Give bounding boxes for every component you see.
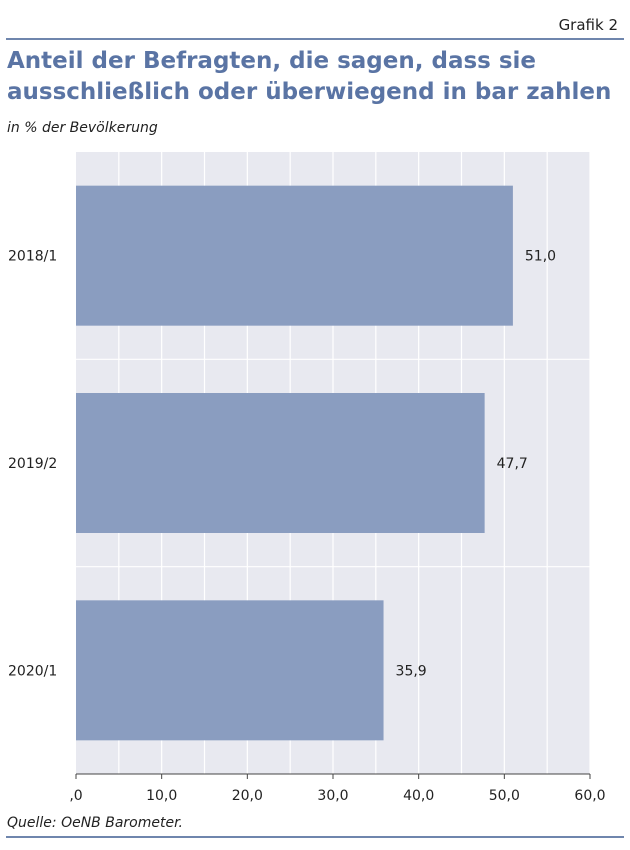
chart-subtitle: in % der Bevölkerung — [7, 120, 158, 136]
x-tick-label: ,0 — [69, 788, 82, 804]
x-tick-label: 30,0 — [317, 788, 348, 804]
x-tick-label: 40,0 — [403, 788, 434, 804]
x-tick-label: 10,0 — [146, 788, 177, 804]
category-label: 2020/1 — [8, 663, 57, 679]
bar-2020-1 — [76, 600, 384, 741]
value-label: 35,9 — [396, 663, 427, 679]
category-label: 2019/2 — [8, 456, 57, 472]
x-tick-label: 60,0 — [574, 788, 605, 804]
value-label: 51,0 — [525, 249, 556, 265]
chart-title: Anteil der Befragten, die sagen, dass si… — [7, 46, 617, 108]
source-note: Quelle: OeNB Barometer. — [7, 815, 184, 831]
value-label: 47,7 — [497, 456, 528, 472]
top-rule — [6, 38, 624, 40]
x-tick-label: 20,0 — [232, 788, 263, 804]
category-label: 2018/1 — [8, 249, 57, 265]
bar-2018-1 — [76, 185, 513, 326]
chart-title-line-2: ausschließlich oder überwiegend in bar z… — [7, 79, 612, 105]
bar-2019-2 — [76, 393, 485, 533]
bottom-rule — [6, 836, 624, 838]
x-tick-label: 50,0 — [489, 788, 520, 804]
figure-label: Grafik 2 — [558, 16, 618, 34]
chart-title-line-1: Anteil der Befragten, die sagen, dass si… — [7, 48, 537, 74]
